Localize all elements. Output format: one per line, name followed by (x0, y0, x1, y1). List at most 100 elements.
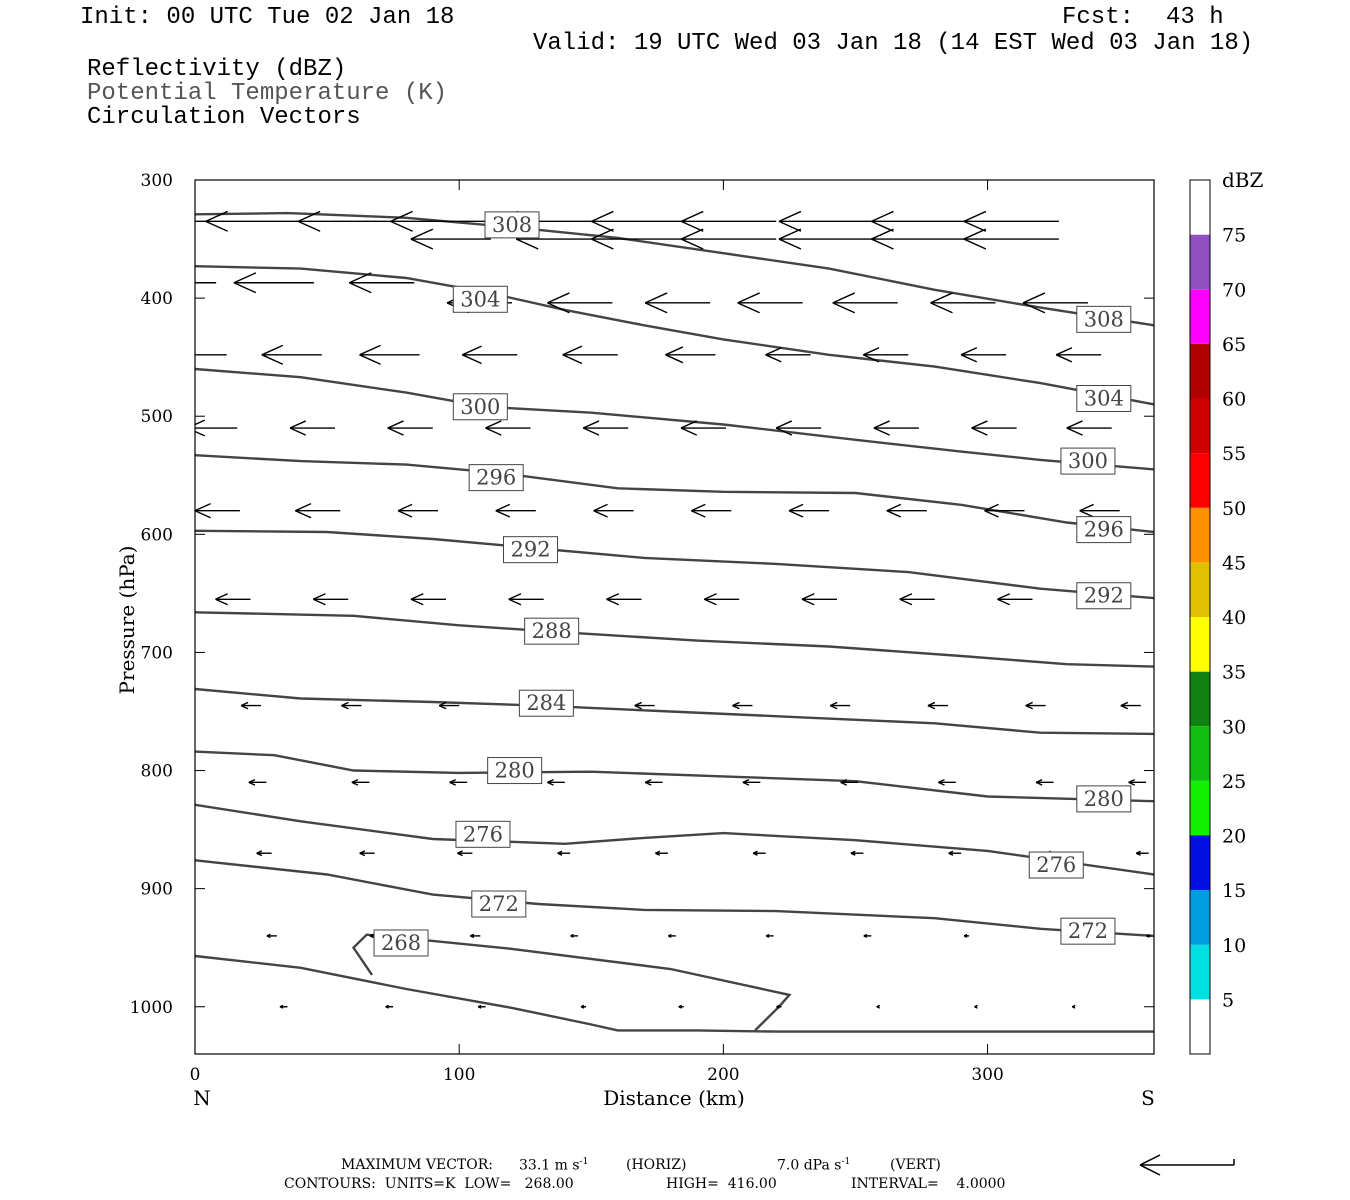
circulation-vector (788, 503, 830, 518)
theta-contour-line (195, 529, 1154, 600)
contour-label-box (503, 536, 559, 564)
colorbar-frame (1189, 179, 1211, 1055)
forecast-hour: 43 h (1166, 4, 1224, 31)
field-circulation-vectors: Circulation Vectors (87, 104, 361, 131)
circulation-vector (863, 933, 872, 938)
contour-label: 288 (532, 619, 572, 643)
contour-label-box (1076, 785, 1132, 813)
circulation-vector (351, 778, 370, 786)
theta-contour-line (195, 265, 1154, 406)
circulation-vector (485, 420, 531, 436)
horiz-tag: (HORIZ) (626, 1157, 687, 1173)
circulation-vector (580, 1004, 586, 1009)
contour-label: 272 (1068, 919, 1108, 943)
circulation-vector (971, 420, 1017, 436)
circulation-vector (1025, 701, 1046, 710)
circulation-vectors (195, 210, 1152, 1009)
circulation-vector (557, 850, 571, 856)
circulation-vector (1120, 701, 1141, 710)
circulation-vector (341, 701, 362, 710)
colorbar-segment (1190, 835, 1210, 891)
colorbar-segment (1190, 617, 1210, 672)
circulation-vector (997, 593, 1033, 606)
colorbar-segment (1190, 780, 1210, 836)
circulation-vector (195, 502, 240, 519)
colorbar-segment (1190, 726, 1210, 781)
colorbar-tick-label: 30 (1222, 716, 1246, 738)
circulation-vector (591, 228, 687, 250)
y-tick-label: 300 (141, 171, 173, 191)
contour-label-box (1076, 305, 1132, 333)
contour-high: HIGH= 416.00 (666, 1176, 777, 1192)
contour-settings: CONTOURS: UNITS=K LOW= 268.00 (284, 1176, 574, 1192)
field-potential-temperature: Potential Temperature (K) (87, 80, 448, 107)
contour-label-box (452, 393, 508, 421)
circulation-vector (477, 1004, 486, 1009)
plot-frame (194, 179, 1155, 1055)
circulation-vector (240, 701, 262, 710)
circulation-vector (312, 593, 349, 606)
colorbar-tick-label: 65 (1222, 334, 1246, 356)
contour-label: 304 (460, 287, 500, 311)
axis-ticks: 0 100 200 300 300 400 500 600 700 800 900 1000 (130, 171, 1154, 1085)
contour-label-box (1028, 851, 1084, 879)
circulation-vector (655, 850, 668, 856)
circulation-vector (457, 850, 473, 857)
circulation-vector (410, 228, 491, 250)
circulation-vector (850, 850, 864, 856)
colorbar-segment (1190, 234, 1210, 290)
circulation-vector (737, 292, 803, 314)
circulation-vector (1055, 347, 1102, 363)
circulation-vector (195, 354, 227, 356)
theta-contour-line (195, 954, 1154, 1033)
circulation-vector (1066, 420, 1112, 436)
colorbar-tick-label: 70 (1222, 279, 1246, 301)
x-axis-label: Distance (km) (603, 1086, 745, 1110)
colorbar-segment (1190, 343, 1210, 399)
south-label: S (1141, 1086, 1155, 1110)
contour-label: 296 (1084, 518, 1124, 542)
circulation-vector (215, 593, 251, 606)
colorbar-tick-label: 15 (1222, 880, 1246, 902)
y-axis-label: Pressure (hPa) (115, 546, 139, 695)
circulation-vector (927, 701, 948, 710)
theta-contour-line (195, 803, 1154, 876)
contour-label: 308 (1084, 307, 1124, 331)
circulation-vector (547, 778, 565, 786)
contour-label: 308 (492, 213, 532, 237)
circulation-vector (778, 228, 874, 250)
contour-label: 272 (479, 892, 519, 916)
contour-label: 276 (1036, 853, 1076, 877)
colorbar-segment (1190, 180, 1210, 235)
circulation-vector (873, 420, 919, 436)
colorbar-title: dBZ (1222, 168, 1264, 192)
circulation-vector (410, 593, 446, 606)
circulation-vector (438, 701, 460, 710)
circulation-vector (233, 272, 314, 294)
circulation-vector (963, 933, 970, 938)
contour-label-box (373, 929, 429, 957)
y-tick-label: 500 (141, 407, 173, 427)
circulation-vector (948, 850, 962, 856)
circulation-vector (562, 345, 618, 365)
contour-label: 280 (495, 759, 535, 783)
colorbar-tick-label: 5 (1222, 989, 1234, 1011)
circulation-vector (876, 1004, 881, 1009)
contour-label: 300 (460, 395, 500, 419)
colorbar-segment (1190, 944, 1210, 1000)
circulation-vector (359, 344, 420, 365)
contour-label-box (1076, 516, 1132, 544)
circulation-vector (963, 210, 1059, 232)
circulation-vector (279, 1004, 288, 1009)
dbz-colorbar: 5 10 15 20 25 30 35 40 45 50 55 60 65 70 75 (1189, 179, 1246, 1055)
contour-label: 304 (1084, 387, 1124, 411)
contour-label: 292 (510, 538, 550, 562)
theta-contour-line (195, 750, 1154, 803)
circulation-vector (778, 210, 874, 232)
colorbar-tick-label: 40 (1222, 607, 1246, 629)
circulation-vector (1128, 778, 1147, 786)
vert-exponent: -1 (841, 1157, 851, 1167)
circulation-vector (703, 593, 740, 606)
contour-label: 284 (526, 691, 566, 715)
circulation-vector (359, 850, 375, 857)
